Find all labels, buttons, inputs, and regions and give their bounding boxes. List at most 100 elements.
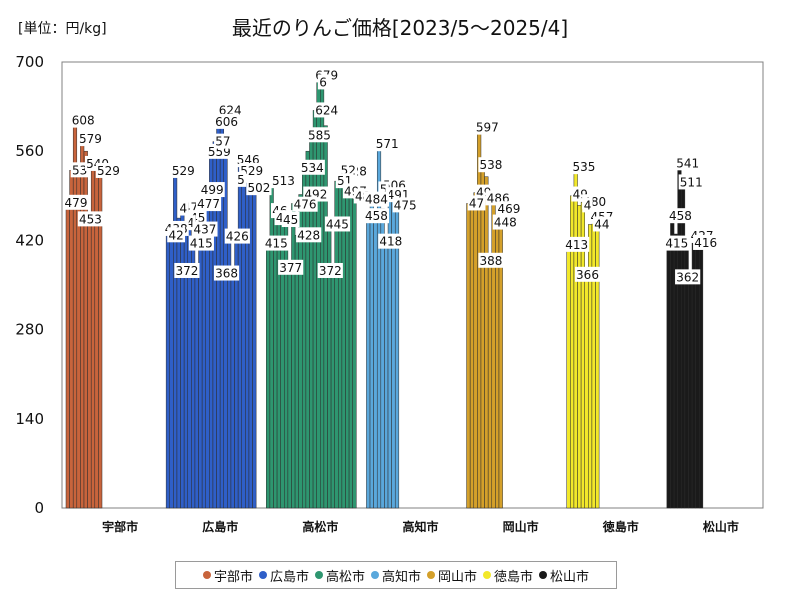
bar — [345, 191, 350, 509]
data-label: 538 — [480, 158, 503, 172]
legend-dot-icon — [202, 571, 211, 579]
bar — [348, 196, 353, 509]
data-label-bg — [571, 159, 597, 175]
bar — [273, 210, 278, 509]
bar — [176, 217, 181, 509]
data-label-bg — [324, 216, 351, 232]
data-label: 415 — [665, 237, 688, 251]
data-label-bg — [235, 171, 247, 187]
x-tick-label: 松山市 — [703, 519, 739, 534]
bar — [466, 203, 471, 509]
data-label: 4 — [180, 202, 188, 216]
data-label: 418 — [379, 235, 402, 249]
bar — [380, 208, 385, 509]
bar — [230, 273, 235, 509]
data-label-bg — [299, 159, 325, 175]
legend-label: 高知市 — [381, 569, 421, 585]
legend-item: 高松市 — [314, 566, 365, 585]
data-label-bg — [95, 162, 121, 178]
data-label-bg — [213, 113, 240, 129]
bar — [384, 241, 389, 509]
bar — [294, 235, 299, 509]
bars — [65, 75, 704, 509]
bar — [302, 167, 307, 509]
bar — [191, 243, 196, 509]
data-label: 4 — [187, 216, 195, 230]
data-label: 415 — [190, 237, 213, 251]
data-label-bg — [263, 235, 289, 251]
bar — [291, 203, 296, 509]
data-label-bg — [675, 269, 701, 285]
data-label: 53 — [72, 163, 87, 177]
legend-dot-icon — [483, 571, 492, 579]
data-label: 571 — [376, 137, 399, 151]
legend-item: 徳島市 — [483, 566, 533, 585]
data-label: 529 — [97, 164, 120, 178]
data-labels: 6085795354052947945352962460655957546529… — [63, 67, 719, 285]
x-tick-label: 高松市 — [302, 519, 338, 534]
bar — [69, 170, 74, 509]
legend-label: 広島市 — [269, 569, 309, 585]
data-label: 45 — [283, 213, 298, 227]
y-tick-label: 700 — [15, 53, 44, 71]
data-label-bg — [492, 214, 518, 230]
data-label: 437 — [193, 223, 216, 237]
bar — [219, 110, 224, 509]
legend-item: 高知市 — [370, 566, 421, 585]
bar — [688, 277, 693, 509]
data-label: 511 — [680, 175, 703, 189]
bar — [320, 87, 325, 509]
data-label-bg — [667, 208, 694, 224]
bar — [566, 244, 571, 509]
data-label-bg — [199, 182, 225, 198]
data-label-bg — [70, 162, 89, 178]
y-tick-label: 0 — [34, 499, 44, 517]
data-label: 366 — [576, 268, 599, 282]
data-label: 362 — [676, 270, 699, 284]
bar — [72, 120, 78, 509]
bar — [237, 159, 242, 509]
data-label-bg — [314, 102, 340, 118]
data-label-bg — [174, 262, 200, 278]
data-label-bg — [278, 259, 304, 275]
bar — [670, 215, 675, 509]
legend-item: 松山市 — [539, 566, 589, 585]
bar — [165, 235, 170, 509]
data-label-bg — [363, 191, 390, 207]
data-label-bg — [192, 221, 218, 237]
bar — [487, 260, 493, 509]
data-label-bg — [378, 233, 404, 249]
data-label-bg — [63, 194, 89, 210]
data-label: 5 — [237, 173, 245, 187]
data-label-bg — [392, 197, 418, 213]
unit-label: [単位：円/kg] — [18, 21, 107, 37]
bar — [591, 216, 596, 509]
bar — [80, 138, 85, 509]
data-label: 469 — [498, 202, 521, 216]
legend-item: 広島市 — [258, 566, 309, 585]
bar — [87, 219, 92, 509]
data-label-bg — [306, 127, 333, 143]
data-label: 484 — [365, 193, 388, 207]
legend: 宇部市 広島市 高松市 高知市 岡山市 徳島市 松山市 — [175, 561, 617, 589]
y-axis: 0 140 280 420 560 700 — [15, 53, 44, 517]
data-label: 579 — [79, 132, 102, 146]
y-tick-label: 280 — [15, 321, 44, 339]
data-label-bg — [170, 162, 196, 178]
bar — [366, 215, 371, 509]
data-label-bg — [185, 215, 196, 231]
data-label: 416 — [694, 236, 717, 250]
legend-dot-icon — [539, 571, 548, 579]
legend-dot-icon — [314, 571, 323, 579]
legend-label: 高松市 — [325, 569, 365, 585]
data-label-bg — [496, 201, 522, 217]
data-label-bg — [478, 252, 504, 268]
data-label: 372 — [175, 264, 198, 278]
bar — [223, 150, 228, 509]
data-label: 608 — [72, 114, 95, 128]
data-label: 535 — [572, 160, 595, 174]
data-label: 6 — [319, 75, 327, 89]
data-label-bg — [593, 216, 611, 232]
data-label: 477 — [197, 197, 220, 211]
data-label-bg — [374, 136, 400, 152]
